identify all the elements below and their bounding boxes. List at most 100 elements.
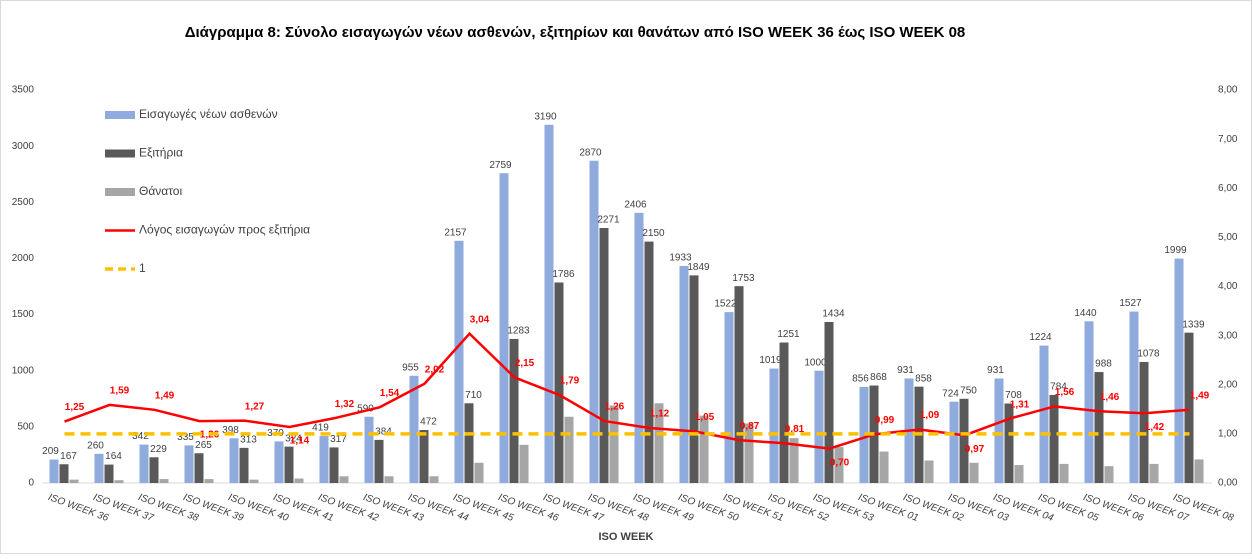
data-label: 335 — [177, 432, 194, 443]
bar — [679, 265, 689, 483]
data-label: 1,27 — [245, 401, 265, 412]
data-label: 1,59 — [110, 386, 130, 397]
bar — [564, 416, 574, 483]
bar — [1039, 345, 1049, 483]
data-label: 1,09 — [920, 410, 940, 421]
bar — [94, 453, 104, 483]
bar — [779, 342, 789, 483]
bar — [319, 435, 329, 483]
data-label: 1,26 — [605, 402, 625, 413]
bar — [689, 275, 699, 483]
bar — [879, 451, 889, 483]
legend-swatch — [105, 111, 135, 119]
bar — [519, 444, 529, 483]
bar — [634, 212, 644, 483]
data-label: 988 — [1095, 359, 1112, 370]
data-label: 1,79 — [560, 376, 580, 387]
bar — [69, 479, 79, 483]
bar — [924, 460, 934, 483]
bar — [949, 401, 959, 483]
data-label: 1,31 — [1010, 399, 1030, 410]
bar — [609, 405, 619, 483]
bar — [384, 476, 394, 483]
data-label: 1522 — [714, 299, 737, 310]
bar — [644, 241, 654, 483]
data-label: 1753 — [732, 273, 755, 284]
data-label: 1,56 — [1055, 387, 1075, 398]
data-label: 710 — [465, 390, 482, 401]
line — [64, 331, 1190, 450]
data-label: 0,97 — [965, 444, 985, 455]
data-label: 856 — [852, 374, 869, 385]
data-label: 1786 — [552, 269, 575, 280]
y2-tick-label: 2,00 — [1218, 379, 1238, 390]
legend-label: Εξιτήρια — [139, 146, 183, 160]
data-label: 784 — [1050, 382, 1067, 393]
data-label: 750 — [960, 385, 977, 396]
legend-label: Εισαγωγές νέων ασθενών — [139, 107, 278, 121]
data-label: 384 — [375, 427, 392, 438]
y2-tick-label: 5,00 — [1218, 232, 1238, 243]
bar — [59, 464, 69, 483]
data-label: 0,99 — [875, 415, 895, 426]
data-label: 1440 — [1074, 308, 1097, 319]
legend-label: Θάνατοι — [139, 184, 182, 198]
data-label: 1224 — [1029, 332, 1052, 343]
data-label: 1078 — [1137, 349, 1160, 360]
data-label: 472 — [420, 417, 437, 428]
data-label: 1,49 — [1190, 390, 1210, 401]
bar — [699, 415, 709, 483]
data-label: 0,87 — [740, 421, 760, 432]
data-label: 724 — [942, 388, 959, 399]
bar — [149, 457, 159, 483]
data-label: 419 — [312, 423, 329, 434]
bar — [229, 438, 239, 483]
data-label: 868 — [870, 372, 887, 383]
data-label: 313 — [240, 434, 257, 445]
data-label: 1,49 — [155, 390, 175, 401]
y-tick-label: 1500 — [12, 309, 35, 320]
data-label: 3,04 — [470, 314, 490, 325]
bar — [499, 173, 509, 483]
data-label: 1,05 — [695, 412, 715, 423]
bar — [724, 312, 734, 483]
data-label: 931 — [987, 365, 1004, 376]
bar — [824, 321, 834, 483]
y2-tick-label: 4,00 — [1218, 281, 1238, 292]
chart-title: Διάγραμμα 8: Σύνολο εισαγωγών νέων ασθεν… — [185, 24, 966, 41]
bar — [1049, 394, 1059, 483]
y2-tick-label: 3,00 — [1218, 330, 1238, 341]
data-label: 1019 — [759, 355, 782, 366]
data-label: 2,15 — [515, 358, 535, 369]
data-label: 1,25 — [65, 402, 85, 413]
y-tick-label: 0 — [28, 478, 34, 489]
y-tick-label: 2500 — [12, 197, 35, 208]
y-tick-label: 1000 — [12, 365, 35, 376]
bar — [969, 462, 979, 483]
data-label: 1251 — [777, 329, 800, 340]
bar — [49, 459, 59, 483]
data-label: 858 — [915, 373, 932, 384]
bar — [544, 124, 554, 484]
bar — [1094, 372, 1104, 483]
data-label: 1,54 — [380, 388, 400, 399]
bar — [184, 445, 194, 483]
data-label: 1,46 — [1100, 392, 1120, 403]
data-label: 931 — [897, 365, 914, 376]
bar — [139, 444, 149, 483]
data-label: 398 — [222, 425, 239, 436]
bar — [159, 479, 169, 483]
bar — [419, 430, 429, 483]
data-label: 1933 — [669, 253, 692, 264]
data-label: 2150 — [642, 228, 665, 239]
data-label: 2157 — [444, 227, 467, 238]
bar — [284, 446, 294, 483]
bar — [294, 478, 304, 483]
bar — [814, 370, 824, 483]
bar — [1014, 465, 1024, 483]
data-label: 2870 — [579, 147, 602, 158]
data-label: 1,14 — [290, 436, 310, 447]
legend-swatch — [105, 188, 135, 196]
bar — [859, 386, 869, 483]
data-label: 1,32 — [335, 399, 355, 410]
